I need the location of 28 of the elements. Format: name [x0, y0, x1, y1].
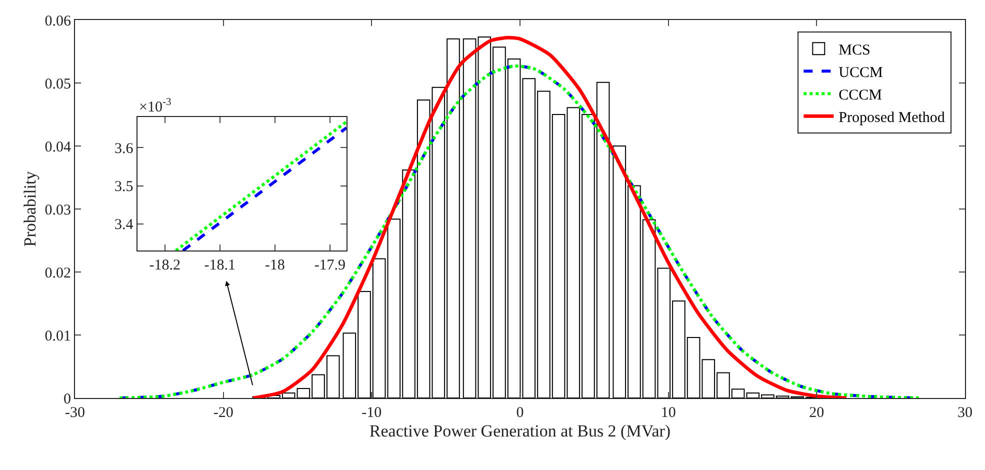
x-tick-label: -18.2	[149, 258, 180, 274]
x-tick-label: 30	[958, 405, 972, 421]
y-tick-label: 0.06	[44, 13, 72, 30]
legend-label: MCS	[838, 42, 870, 58]
x-tick-label: 20	[809, 405, 824, 421]
x-axis-title: Reactive Power Generation at Bus 2 (MVar)	[369, 421, 671, 440]
x-tick-label: -18.1	[204, 258, 236, 274]
y-tick-label: 3.5	[114, 179, 134, 196]
x-tick-label: -30	[65, 405, 85, 421]
x-tick-label: 10	[660, 405, 676, 421]
annotation: ×10$^{-3}$	[139, 97, 172, 116]
legend-label: Proposed Method	[838, 110, 946, 126]
legend-label: CCCM	[838, 87, 882, 104]
x-tick-label: -18	[264, 258, 285, 274]
y-tick-label: 3.4	[114, 217, 134, 234]
legend-label: UCCM	[838, 64, 883, 81]
y-tick-label: 0.03	[44, 202, 71, 218]
y-tick-label: 0.01	[44, 328, 71, 344]
y-tick-label: 3.6	[114, 140, 134, 157]
y-tick-label: 0	[64, 391, 71, 408]
x-tick-label: 0	[516, 405, 524, 421]
x-tick-label: -20	[213, 405, 234, 421]
y-tick-label: 0.05	[44, 76, 71, 92]
x-tick-label: -10	[362, 405, 382, 421]
y-tick-label: 0.02	[44, 265, 71, 282]
y-tick-label: 0.04	[44, 139, 72, 156]
x-tick-label: -17.9	[314, 258, 346, 274]
y-axis-title: Probability	[20, 170, 40, 247]
